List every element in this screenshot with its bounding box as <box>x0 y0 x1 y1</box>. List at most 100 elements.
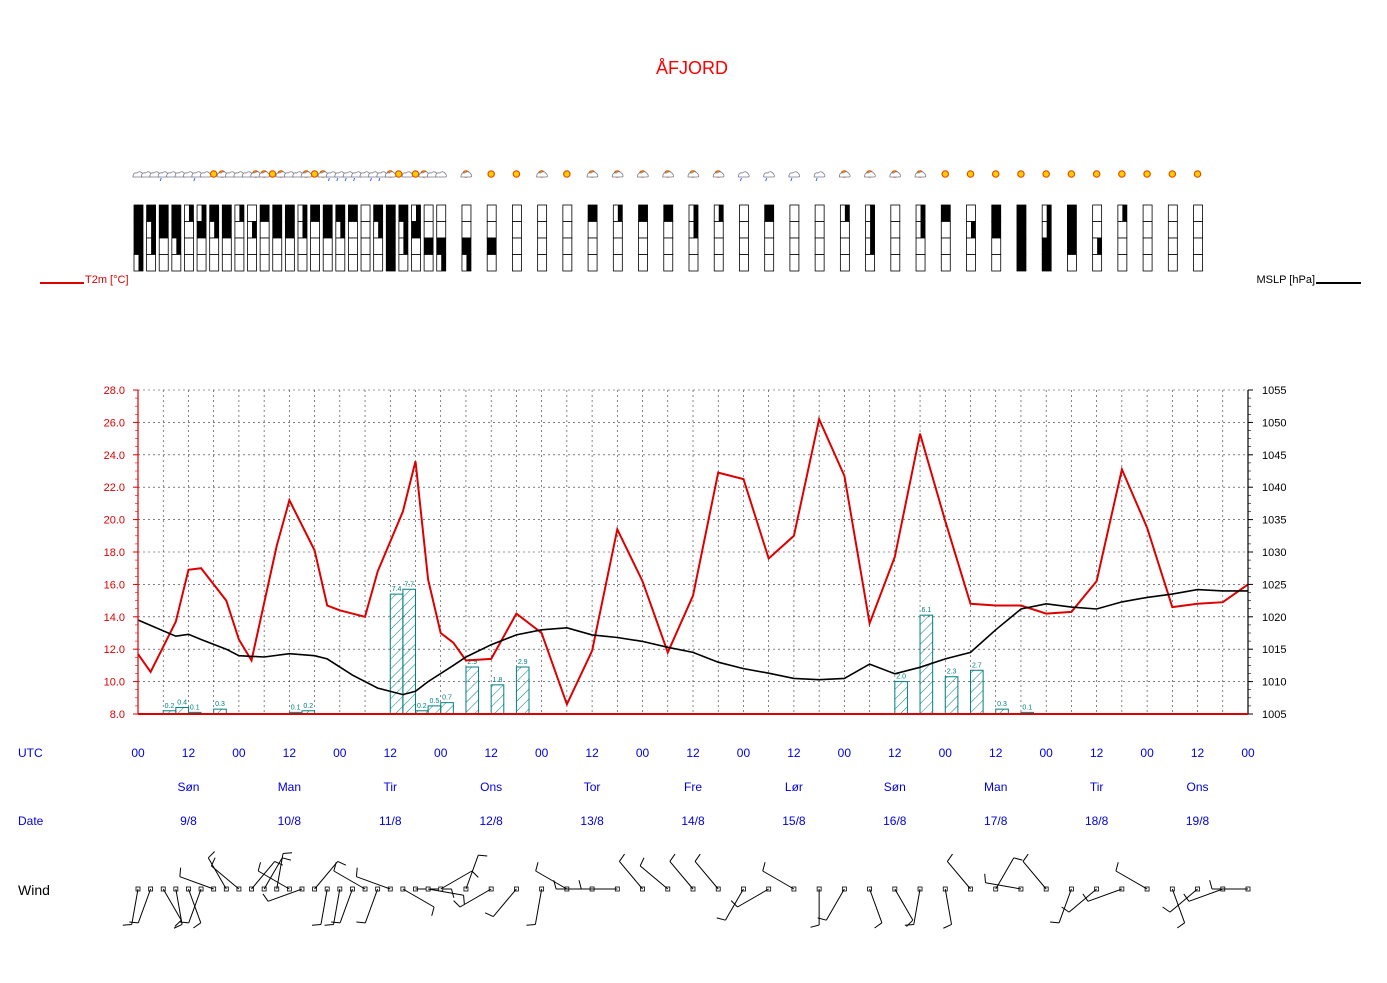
precip-label: 7.7 <box>404 581 414 588</box>
date-label: 16/8 <box>883 814 907 828</box>
cloud-cover-cell <box>348 254 358 272</box>
cloud-cover-cell <box>612 221 623 239</box>
wind-barb-shaft <box>211 865 240 890</box>
precip-bars: 0.2 0.40.1 0.3 0.1 0.27.47.70.20.5 0.72.91.82… <box>162 581 1035 715</box>
cloud-cover-fill <box>920 205 926 222</box>
cloud-cover-cell <box>1067 254 1077 272</box>
wind-barb-feather <box>762 862 766 872</box>
cloud-cover-cell <box>322 237 333 255</box>
weather-symbol-row <box>132 170 1202 182</box>
cloud-cover-fill <box>1016 254 1026 271</box>
rain-icon <box>739 177 742 182</box>
cloud-cover-cell <box>764 237 775 255</box>
y-left-tick-label: 10.0 <box>104 677 125 689</box>
wind-barb-shaft <box>364 888 379 923</box>
wind-barb-shaft <box>1087 888 1123 902</box>
wind-barb-feather <box>210 857 216 867</box>
utc-tick-label: 00 <box>232 746 246 760</box>
cloud-cover-cell <box>890 254 901 272</box>
cloud-cover-cell <box>461 221 472 239</box>
cloud-cover-cell <box>663 237 674 255</box>
cloud-cover-fill <box>146 205 156 222</box>
wind-barb-feather <box>179 921 189 924</box>
cloud-cover-fill <box>373 205 383 222</box>
cloud-cover-cell <box>360 221 371 239</box>
cloud-cover-fill <box>411 221 421 238</box>
utc-tick-label: 00 <box>939 746 953 760</box>
wind-barb-shaft <box>137 888 152 923</box>
utc-tick-label: 00 <box>535 746 549 760</box>
rain-icon <box>353 177 356 182</box>
partly-cloudy-icon <box>838 171 851 178</box>
cloud-cover-cell <box>360 237 371 255</box>
wind-barb-shaft <box>320 888 328 925</box>
y-right-tick-label: 1055 <box>1262 385 1286 397</box>
cloud-cover-cell <box>587 254 598 272</box>
sun-icon <box>1042 170 1050 178</box>
date-label: 11/8 <box>379 814 402 828</box>
cloud-cover-fill <box>416 205 421 222</box>
wind-barb-shaft <box>314 861 339 890</box>
cloud-cover-cell <box>713 221 724 239</box>
day-label: Lør <box>785 780 803 794</box>
y-left-tick-label: 16.0 <box>104 579 125 591</box>
cloud-cover-fill <box>272 221 282 238</box>
cloud-cover-cell <box>486 204 497 222</box>
cloud-cover-cell <box>940 254 951 272</box>
sun-icon <box>1118 170 1126 178</box>
cloud-cover-cell <box>713 237 724 255</box>
rain-icon <box>327 177 330 182</box>
wind-barb-feather <box>904 923 914 926</box>
cloud-cover-cell <box>688 237 699 255</box>
cloud-cover-fill <box>441 254 446 271</box>
wind-barb-shaft <box>1068 888 1097 913</box>
partly-cloudy-icon <box>914 171 927 178</box>
cloud-cover-fill <box>386 254 396 271</box>
cloud-cover-cell <box>512 254 522 272</box>
wind-row-label: Wind <box>18 882 50 898</box>
wind-barb-feather <box>1082 893 1089 902</box>
partly-cloudy-icon <box>611 171 624 178</box>
utc-tick-label: 12 <box>182 746 196 760</box>
sun-icon <box>487 170 495 178</box>
partly-cloudy-icon <box>637 171 649 178</box>
cloud-icon <box>738 171 750 178</box>
cloud-cover-cell <box>221 254 232 272</box>
cloud-cover-cell <box>663 254 674 272</box>
cloud-cover-fill <box>870 221 875 238</box>
day-label: Ons <box>1187 780 1209 794</box>
wind-barb-shaft <box>263 857 283 890</box>
cloud-cover-fill <box>588 205 598 222</box>
legend-pressure: MSLP [hPa] <box>1257 274 1361 286</box>
cloud-cover-cell <box>663 221 674 239</box>
wind-barb-feather <box>179 867 182 877</box>
wind-barb-shaft <box>1058 888 1072 923</box>
cloud-cover-cell <box>638 221 648 239</box>
wind-barb-feather <box>578 880 582 890</box>
wind-barb-feather <box>311 923 321 926</box>
rain-icon <box>159 177 162 182</box>
partly-cloudy-icon <box>586 171 599 178</box>
cloud-cover-cell <box>423 254 434 272</box>
cloud-cover-fill <box>1067 238 1077 255</box>
wind-barb-feather <box>730 900 738 908</box>
rain-icon <box>336 177 339 182</box>
wind-barb-feather <box>1050 921 1060 924</box>
wind-barb-feather <box>810 924 820 928</box>
precip-label: 0.3 <box>997 701 1007 708</box>
utc-tick-label: 12 <box>485 746 499 760</box>
rain-icon <box>790 177 793 182</box>
y-left-tick-label: 26.0 <box>104 417 125 429</box>
wind-barb-shaft <box>1022 861 1047 890</box>
precip-label: 2.9 <box>518 659 528 666</box>
x-axis-labels: 00 12 00 12 00 12 00 12 00 12 00 12 00 12 00 12 00 12 00 12… <box>131 746 1255 828</box>
cloud-cover-cell <box>284 254 295 272</box>
wind-barb-shaft <box>402 888 435 908</box>
cloud-cover-cell <box>739 254 749 272</box>
wind-barb-feather <box>526 923 536 926</box>
wind-barb-shaft <box>1169 888 1198 913</box>
cloud-cover-cell <box>146 254 157 272</box>
legend-pressure-label: MSLP [hPa] <box>1257 274 1316 286</box>
cloud-cover-cell <box>1167 204 1178 222</box>
y-left-tick-label: 14.0 <box>104 612 125 624</box>
